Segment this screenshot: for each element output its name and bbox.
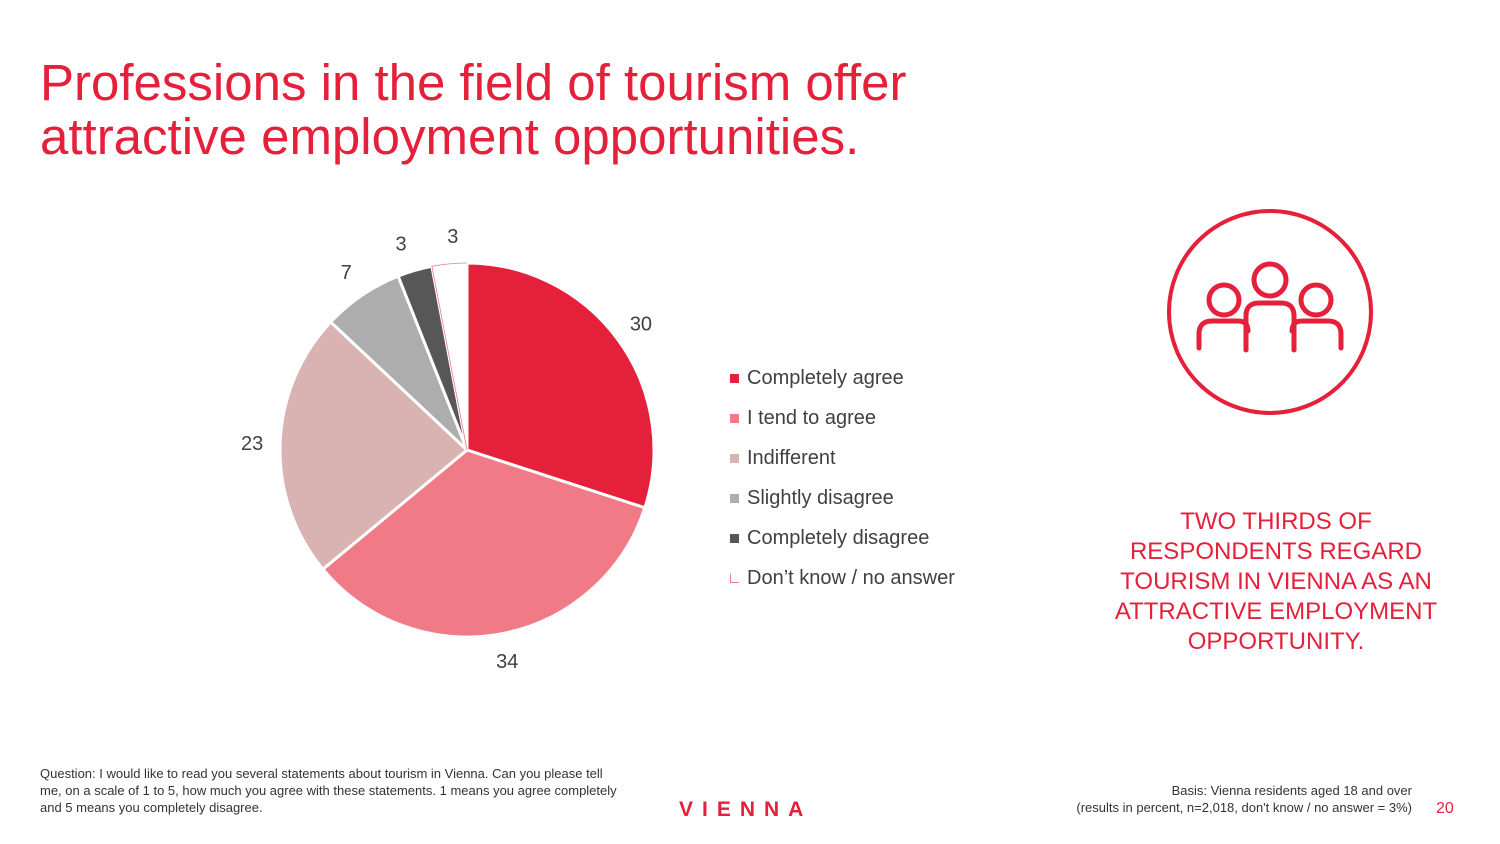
- page-number: 20: [1436, 800, 1454, 817]
- people-group-icon: [1166, 208, 1374, 416]
- legend-swatch: [730, 493, 739, 503]
- legend-label: Completely disagree: [747, 526, 930, 549]
- pie-chart: 30 34 23 7 3 3: [241, 226, 656, 673]
- page-title-line-2: attractive employment opportunities.: [40, 108, 860, 165]
- legend-item: Don’t know / no answer: [730, 558, 955, 598]
- legend-item: Completely agree: [730, 358, 955, 398]
- data-label: 34: [496, 651, 518, 673]
- legend-item: Slightly disagree: [730, 478, 955, 518]
- page-title-line-1: Professions in the field of tourism offe…: [40, 54, 907, 111]
- pie-slice-indifferent: [278, 319, 470, 572]
- pie-slice-outline: [431, 262, 468, 451]
- legend-swatch: [730, 373, 739, 383]
- legend-label: Don’t know / no answer: [747, 566, 955, 589]
- legend-item: Completely disagree: [730, 518, 955, 558]
- legend-label: Completely agree: [747, 366, 904, 389]
- callout-text: TWO THIRDS OF RESPONDENTS REGARD TOURISM…: [1114, 508, 1438, 655]
- chart-legend: Completely agree I tend to agree Indiffere…: [730, 358, 955, 598]
- legend-swatch: [730, 453, 739, 463]
- legend-swatch: [730, 573, 739, 583]
- basis-line-2: (results in percent, n=2,018, don't know…: [1076, 800, 1412, 815]
- legend-label: Indifferent: [747, 446, 836, 469]
- data-label: 3: [395, 234, 406, 256]
- data-label: 23: [241, 433, 263, 455]
- pie-slice-i-tend-to-agree: [320, 448, 647, 639]
- legend-label: Slightly disagree: [747, 486, 894, 509]
- basis-line-1: Basis: Vienna residents aged 18 and over: [1171, 783, 1412, 798]
- legend-item: Indifferent: [730, 438, 955, 478]
- legend-swatch: [730, 413, 739, 423]
- basis-footnote: Basis: Vienna residents aged 18 and over…: [952, 782, 1412, 816]
- legend-item: I tend to agree: [730, 398, 955, 438]
- data-label: 7: [341, 262, 352, 284]
- legend-label: I tend to agree: [747, 406, 876, 429]
- pie-slice-completely-agree: [465, 261, 656, 510]
- vienna-logo: VIENNA: [679, 798, 813, 821]
- question-footnote: Question: I would like to read you sever…: [40, 766, 617, 815]
- data-label: 30: [630, 314, 652, 336]
- page-title: Professions in the field of tourism offe…: [40, 56, 1040, 164]
- people-group-icon-svg: [1167, 209, 1373, 415]
- legend-swatch: [730, 533, 739, 543]
- data-label: 3: [447, 226, 458, 248]
